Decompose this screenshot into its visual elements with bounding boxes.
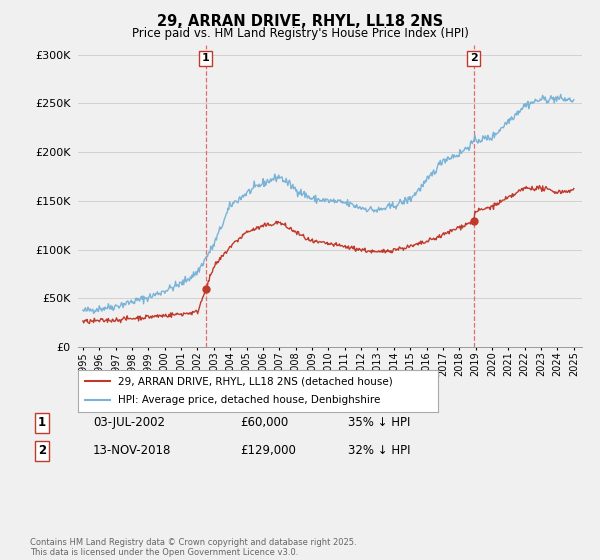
Text: 03-JUL-2002: 03-JUL-2002 bbox=[93, 416, 165, 430]
Text: £60,000: £60,000 bbox=[240, 416, 288, 430]
Text: 13-NOV-2018: 13-NOV-2018 bbox=[93, 444, 172, 458]
Text: Price paid vs. HM Land Registry's House Price Index (HPI): Price paid vs. HM Land Registry's House … bbox=[131, 27, 469, 40]
Text: HPI: Average price, detached house, Denbighshire: HPI: Average price, detached house, Denb… bbox=[118, 395, 380, 405]
Text: £129,000: £129,000 bbox=[240, 444, 296, 458]
Text: 2: 2 bbox=[38, 444, 46, 458]
Text: 1: 1 bbox=[38, 416, 46, 430]
Text: 29, ARRAN DRIVE, RHYL, LL18 2NS: 29, ARRAN DRIVE, RHYL, LL18 2NS bbox=[157, 14, 443, 29]
Text: 2: 2 bbox=[470, 53, 478, 63]
Text: 32% ↓ HPI: 32% ↓ HPI bbox=[348, 444, 410, 458]
Text: 29, ARRAN DRIVE, RHYL, LL18 2NS (detached house): 29, ARRAN DRIVE, RHYL, LL18 2NS (detache… bbox=[118, 376, 392, 386]
Text: Contains HM Land Registry data © Crown copyright and database right 2025.
This d: Contains HM Land Registry data © Crown c… bbox=[30, 538, 356, 557]
Text: 35% ↓ HPI: 35% ↓ HPI bbox=[348, 416, 410, 430]
Text: 1: 1 bbox=[202, 53, 209, 63]
